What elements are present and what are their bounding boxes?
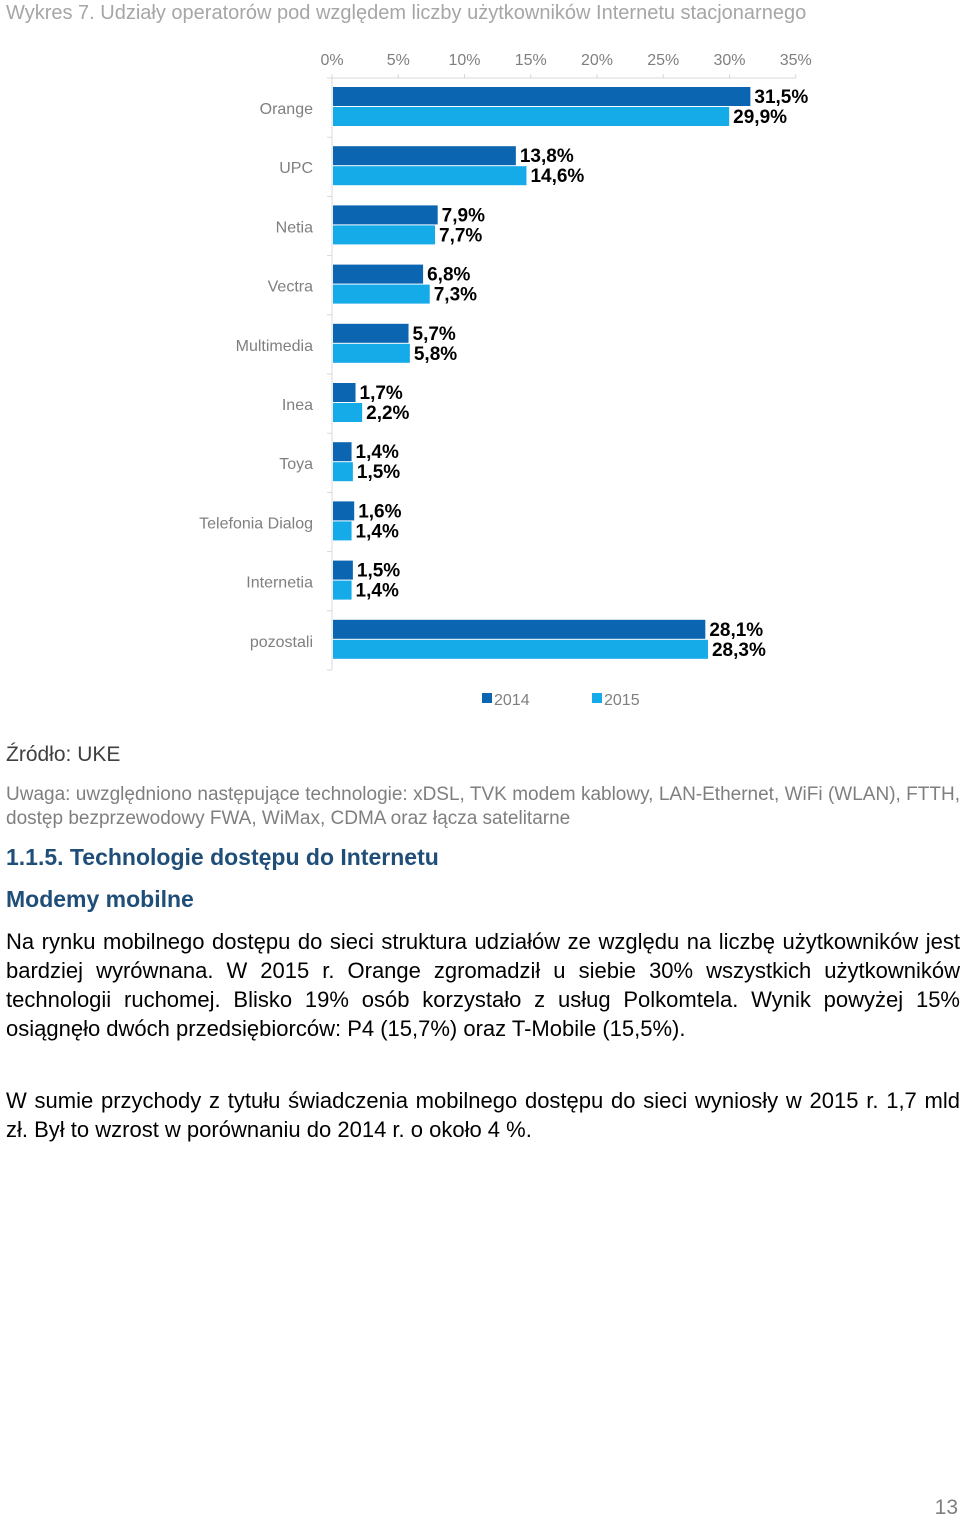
data-label-2014: 5,7%	[413, 324, 456, 345]
technology-note: Uwaga: uwzględniono następujące technolo…	[6, 784, 960, 829]
bar-2014	[333, 146, 516, 166]
x-tick-label: 25%	[647, 52, 679, 69]
data-label-2015: 1,5%	[357, 462, 400, 483]
x-tick-label: 15%	[515, 52, 547, 69]
data-label-2014: 13,8%	[520, 146, 574, 167]
bar-2015	[333, 107, 730, 126]
bar-2014	[333, 560, 353, 580]
bar-2014	[333, 383, 356, 402]
category-label: Netia	[276, 219, 313, 236]
bar-2015	[333, 225, 436, 245]
bar-2015	[333, 521, 352, 541]
bar-2014	[333, 205, 438, 225]
x-tick-label: 5%	[387, 52, 410, 69]
category-label: Vectra	[268, 279, 313, 296]
category-label: Toya	[279, 456, 313, 473]
bar-2015	[333, 166, 527, 186]
bar-2015	[333, 403, 363, 422]
source-note: Źródło: UKE	[6, 743, 121, 766]
paragraph-revenue: W sumie przychody z tytułu świadczenia m…	[6, 1088, 960, 1142]
bar-2014	[333, 87, 751, 106]
data-label-2014: 1,4%	[356, 442, 399, 463]
x-tick-label: 35%	[780, 52, 812, 69]
data-label-2015: 2,2%	[366, 403, 409, 424]
bar-2014	[333, 442, 352, 462]
data-label-2015: 7,3%	[434, 285, 477, 306]
legend-swatch-2015	[592, 693, 602, 703]
data-label-2015: 29,9%	[733, 107, 787, 128]
data-label-2014: 1,5%	[357, 561, 400, 582]
data-label-2014: 7,9%	[442, 205, 485, 226]
bar-2015	[333, 639, 708, 659]
chart-caption: Wykres 7. Udziały operatorów pod względe…	[6, 2, 807, 24]
category-label: UPC	[279, 160, 313, 177]
bar-2014	[333, 619, 706, 639]
data-label-2014: 31,5%	[754, 87, 808, 108]
data-label-2015: 1,4%	[356, 521, 399, 542]
category-label: Internetia	[246, 575, 313, 592]
legend-swatch-2014	[482, 693, 492, 703]
legend-label-2015: 2015	[604, 692, 640, 709]
page-number: 13	[934, 1496, 958, 1519]
category-label: Multimedia	[236, 338, 313, 355]
data-label-2015: 1,4%	[356, 581, 399, 602]
data-label-2014: 1,7%	[360, 383, 403, 404]
subsection-heading: Modemy mobilne	[6, 886, 194, 912]
data-label-2015: 28,3%	[712, 640, 766, 661]
x-tick-label: 30%	[713, 52, 745, 69]
market-share-bar-chart: 0% 5% 10% 15% 20% 25% 30% 35% Orange 31,5%29,9% UP…	[199, 52, 812, 709]
x-tick-label: 20%	[581, 52, 613, 69]
data-label-2014: 6,8%	[427, 265, 470, 286]
section-heading: 1.1.5. Technologie dostępu do Internetu	[6, 844, 439, 870]
data-label-2015: 5,8%	[414, 344, 457, 365]
bar-2015	[333, 462, 353, 482]
paragraph-mobile-market: Na rynku mobilnego dostępu do sieci stru…	[6, 929, 960, 1041]
bar-2014	[333, 501, 355, 521]
category-label: Orange	[260, 101, 313, 118]
x-tick-label: 0%	[320, 52, 343, 69]
bar-2014	[333, 323, 409, 343]
category-label: pozostali	[250, 634, 313, 651]
category-label: Telefonia Dialog	[199, 515, 313, 532]
data-label-2015: 14,6%	[530, 166, 584, 187]
category-label: Inea	[282, 397, 313, 414]
bar-2014	[333, 264, 424, 284]
bar-2015	[333, 580, 352, 600]
legend-label-2014: 2014	[494, 692, 530, 709]
x-tick-label: 10%	[448, 52, 480, 69]
data-label-2014: 1,6%	[358, 501, 401, 522]
data-label-2014: 28,1%	[709, 620, 763, 641]
data-label-2015: 7,7%	[439, 225, 482, 246]
bar-2015	[333, 284, 430, 304]
bar-2015	[333, 343, 410, 363]
